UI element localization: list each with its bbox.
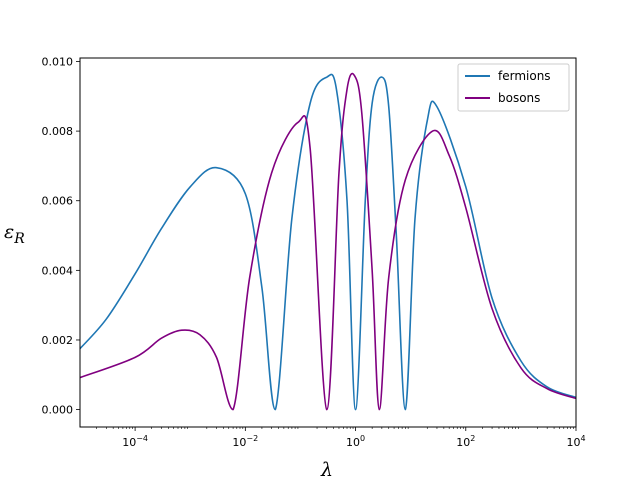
y-axis-label: εR	[4, 221, 25, 247]
legend-label-fermions: fermions	[498, 69, 551, 83]
plot-frame	[79, 57, 577, 428]
x-tick-label: 102	[456, 434, 475, 449]
legend: fermions bosons	[457, 63, 570, 112]
x-tick-label: 10−2	[232, 434, 258, 449]
series-line-fermions	[79, 73, 577, 411]
y-ticks: 0.000 0.002 0.004 0.006 0.008 0.010	[42, 55, 80, 417]
x-axis-label: λ	[320, 459, 333, 480]
y-axis-label-sub: R	[13, 231, 25, 247]
legend-label-bosons: bosons	[498, 91, 540, 105]
y-tick-label: 0.008	[42, 125, 74, 138]
y-tick-label: 0.010	[42, 55, 74, 68]
series-layer	[79, 72, 577, 411]
x-ticks: 10−4 10−2 100 102 104	[96, 427, 586, 449]
x-tick-label: 104	[566, 434, 585, 449]
x-tick-label: 100	[346, 434, 365, 449]
y-tick-label: 0.002	[42, 334, 74, 347]
y-tick-label: 0.004	[42, 264, 74, 277]
y-tick-label: 0.000	[42, 404, 74, 417]
plot-area	[80, 58, 576, 427]
y-tick-label: 0.006	[42, 195, 74, 208]
x-tick-label: 10−4	[122, 434, 148, 449]
y-axis-label-main: ε	[4, 221, 14, 243]
series-line-bosons	[79, 72, 577, 411]
